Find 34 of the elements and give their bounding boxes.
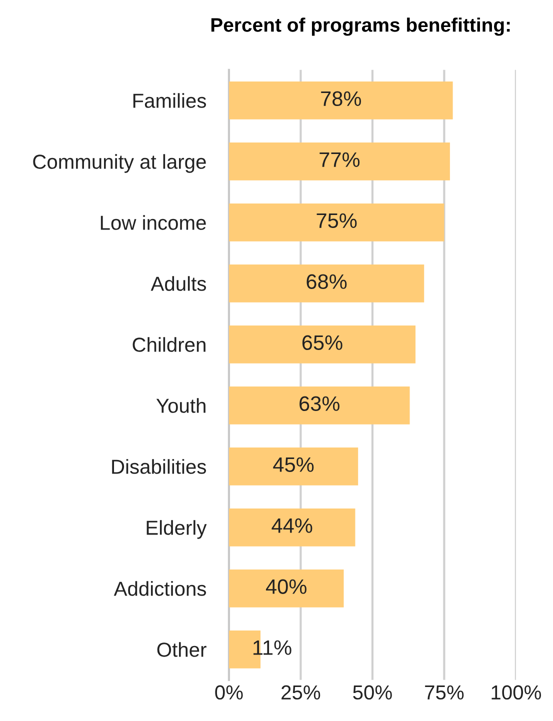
bar	[228, 386, 410, 424]
data-label: 77%	[320, 152, 360, 167]
chart-title: Percent of programs benefitting:	[211, 18, 510, 36]
y-tick-label: Low income	[100, 215, 206, 230]
x-tick-label: 25%	[282, 685, 320, 700]
bar	[228, 326, 416, 364]
bar	[228, 204, 444, 242]
data-label: 75%	[316, 213, 357, 228]
y-tick-label: Elderly	[146, 520, 207, 539]
bar	[228, 448, 358, 486]
data-label: 68%	[306, 274, 347, 290]
y-tick-label: Addictions	[114, 581, 206, 596]
data-label: 40%	[266, 579, 306, 594]
y-tick-label: Community at large	[33, 154, 206, 173]
data-label: 65%	[302, 335, 342, 350]
y-tick-label: Families	[133, 93, 206, 108]
y-tick-label: Youth	[156, 398, 206, 413]
bar	[228, 570, 344, 608]
y-tick-label: Other	[157, 642, 206, 657]
bar	[228, 142, 450, 180]
x-tick-label: 0%	[215, 685, 243, 700]
y-tick-label: Children	[132, 337, 206, 352]
data-label: 78%	[321, 91, 361, 106]
x-tick-label: 100%	[492, 685, 541, 700]
bar	[228, 82, 453, 120]
data-label: 44%	[272, 518, 312, 533]
bar	[228, 264, 424, 302]
bar	[228, 508, 356, 546]
data-label: 45%	[273, 457, 314, 472]
y-tick-label: Disabilities	[112, 459, 206, 474]
x-tick-label: 50%	[353, 685, 392, 700]
data-label: 63%	[300, 396, 340, 412]
x-tick-label: 75%	[425, 685, 464, 700]
y-tick-label: Adults	[150, 276, 206, 291]
